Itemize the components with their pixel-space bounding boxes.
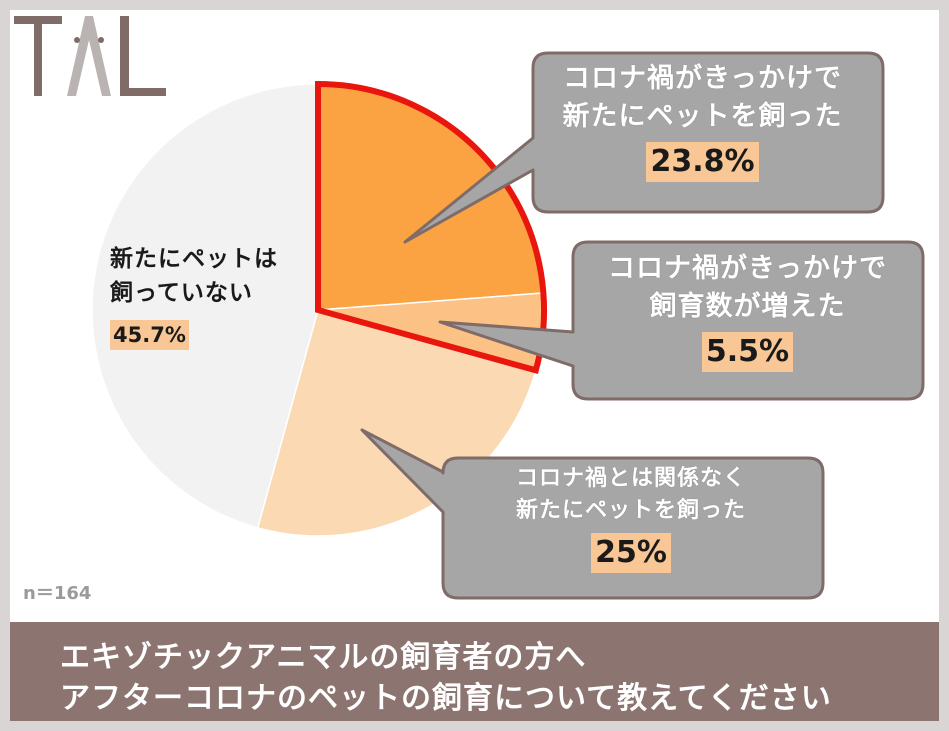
callout-increased: コロナ禍がきっかけで 飼育数が増えた 5.5% <box>575 250 920 372</box>
callout-percent: 5.5% <box>701 332 794 372</box>
label-none-line: 飼っていない <box>110 280 253 306</box>
callout-box-unrelated <box>360 428 825 600</box>
question-banner: エキゾチックアニマルの飼育者の方へ アフターコロナのペットの飼育について教えてく… <box>10 622 939 721</box>
callout-percent: 23.8% <box>646 142 759 182</box>
callout-line: 新たにペットを飼った <box>562 101 843 132</box>
banner-line-1: エキゾチックアニマルの飼育者の方へ <box>60 640 587 675</box>
callout-line: コロナ禍がきっかけで <box>563 63 842 94</box>
callout-line: コロナ禍がきっかけで <box>608 253 887 284</box>
pie-slice-none <box>91 83 319 529</box>
pie-slice-new-due-covid <box>317 83 545 311</box>
callout-percent: 25% <box>591 533 671 573</box>
callout-box-new-due-covid <box>403 51 885 244</box>
callout-new-due-covid: コロナ禍がきっかけで 新たにペットを飼った 23.8% <box>530 60 875 182</box>
tal-logo <box>14 16 166 96</box>
callout-unrelated: コロナ禍とは関係なく 新たにペットを飼った 25% <box>445 463 817 573</box>
callout-box-increased <box>438 240 925 401</box>
label-none-percent: 45.7% <box>110 320 189 350</box>
callout-line: 新たにペットを飼った <box>515 498 746 523</box>
callout-line: コロナ禍とは関係なく <box>515 466 746 491</box>
banner-line-2: アフターコロナのペットの飼育について教えてください <box>60 681 832 716</box>
label-none-line: 新たにペットは <box>110 246 278 272</box>
sample-size-label: n＝164 <box>23 583 92 604</box>
callout-line: 飼育数が増えた <box>649 291 846 322</box>
label-none: 新たにペットは 飼っていない 45.7% <box>110 242 278 350</box>
